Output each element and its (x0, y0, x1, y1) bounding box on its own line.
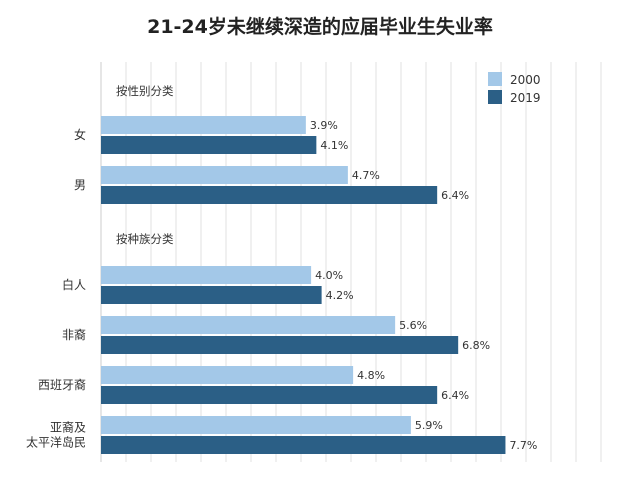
value-label-2019-4: 6.4% (441, 389, 469, 402)
bar-2000-3 (101, 316, 396, 334)
category-label: 女 (74, 127, 86, 142)
category-label: 亚裔及 (50, 420, 86, 435)
category-label: 太平洋岛民 (26, 435, 86, 450)
legend-label-2019: 2019 (510, 91, 541, 105)
value-label-2000-0: 3.9% (310, 119, 338, 132)
value-label-2019-5: 7.7% (509, 439, 537, 452)
value-label-2019-2: 4.2% (326, 289, 354, 302)
group-label: 按种族分类 (116, 232, 174, 246)
value-label-2019-1: 6.4% (441, 189, 469, 202)
category-label: 男 (74, 178, 86, 192)
bar-2000-2 (101, 266, 312, 284)
category-label: 白人 (62, 277, 86, 292)
bar-2019-1 (101, 186, 438, 204)
group-label: 按性别分类 (116, 84, 174, 98)
value-label-2019-3: 6.8% (462, 339, 490, 352)
chart-title: 21-24岁未继续深造的应届毕业生失业率 (147, 16, 493, 38)
bar-2019-0 (101, 136, 317, 154)
bar-2019-4 (101, 386, 438, 404)
legend-label-2000: 2000 (510, 73, 541, 87)
value-label-2000-5: 5.9% (415, 419, 443, 432)
category-label: 西班牙裔 (38, 377, 86, 392)
value-label-2000-4: 4.8% (357, 369, 385, 382)
legend-swatch-2000 (488, 72, 502, 86)
bar-2019-5 (101, 436, 506, 454)
bar-2019-3 (101, 336, 459, 354)
legend-swatch-2019 (488, 90, 502, 104)
bar-2019-2 (101, 286, 322, 304)
value-label-2000-3: 5.6% (399, 319, 427, 332)
category-label: 非裔 (62, 327, 86, 342)
value-label-2000-2: 4.0% (315, 269, 343, 282)
value-label-2019-0: 4.1% (320, 139, 348, 152)
bar-2000-0 (101, 116, 306, 134)
bar-2000-4 (101, 366, 354, 384)
value-label-2000-1: 4.7% (352, 169, 380, 182)
bar-2000-1 (101, 166, 348, 184)
bar-2000-5 (101, 416, 411, 434)
